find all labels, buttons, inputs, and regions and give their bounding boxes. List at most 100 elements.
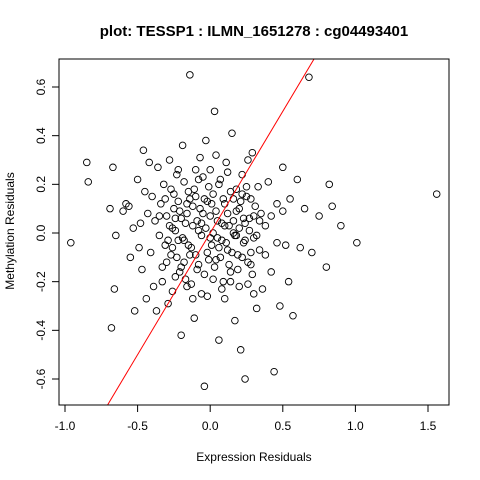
data-point: [164, 299, 172, 308]
data-point: [193, 217, 201, 225]
data-point: [107, 324, 116, 332]
data-point: [242, 183, 251, 191]
data-point: [279, 163, 287, 172]
data-point: [244, 280, 252, 288]
data-point: [164, 236, 172, 245]
data-point: [250, 290, 258, 298]
data-point: [239, 214, 248, 223]
data-point: [202, 224, 210, 232]
data-point: [273, 238, 281, 247]
data-point: [212, 256, 220, 264]
data-point: [220, 221, 229, 230]
data-point: [162, 212, 171, 220]
y-tick-label: 0.2: [34, 176, 48, 193]
data-point: [152, 307, 161, 315]
data-point: [177, 214, 185, 223]
data-point: [170, 190, 178, 198]
data-point: [255, 246, 264, 254]
data-point: [206, 234, 214, 242]
data-point: [110, 285, 119, 293]
data-point: [432, 190, 441, 198]
y-tick-label: 0.4: [34, 127, 48, 144]
data-point: [210, 107, 219, 116]
data-point: [250, 212, 258, 220]
data-point: [284, 277, 293, 286]
data-point: [187, 280, 196, 288]
data-point: [146, 248, 155, 257]
data-point: [165, 221, 174, 230]
data-point: [216, 253, 225, 262]
data-point: [209, 229, 217, 237]
data-point: [174, 236, 183, 245]
data-point: [168, 243, 177, 252]
data-point: [325, 180, 334, 189]
data-point: [194, 260, 203, 269]
data-point: [177, 331, 185, 339]
data-point: [209, 190, 217, 198]
data-point: [219, 277, 228, 286]
regression-line-group: [106, 59, 315, 405]
data-point: [67, 238, 75, 247]
data-point: [197, 231, 206, 240]
data-point: [170, 204, 178, 213]
data-point: [236, 346, 245, 354]
data-point: [215, 243, 223, 252]
y-axis: -0.6 -0.4 -0.2 0.0 0.2 0.4 0.6: [34, 78, 59, 389]
data-point: [183, 209, 191, 218]
data-point: [204, 256, 213, 264]
data-point: [180, 236, 188, 245]
data-point: [177, 263, 185, 271]
data-point: [252, 304, 261, 313]
data-point: [286, 195, 294, 203]
data-point: [191, 192, 200, 201]
data-point: [180, 258, 188, 266]
data-point: [245, 214, 254, 223]
data-point: [215, 180, 223, 189]
data-point: [232, 207, 241, 215]
x-tick-label: 0.0: [202, 419, 219, 433]
data-point: [267, 212, 275, 220]
data-point: [225, 221, 233, 230]
data-point: [193, 265, 201, 274]
data-point: [281, 241, 290, 249]
data-point: [229, 217, 238, 225]
data-point: [171, 226, 180, 235]
data-point: [252, 231, 261, 240]
data-point: [200, 382, 209, 391]
data-point: [220, 294, 229, 303]
data-point: [206, 165, 214, 174]
data-point: [149, 282, 158, 291]
chart-title: plot: TESSP1 : ILMN_1651278 : cg04493401: [100, 23, 408, 40]
x-tick-label: 1.5: [420, 419, 437, 433]
data-point: [236, 197, 245, 206]
data-point: [112, 231, 120, 240]
data-point: [315, 212, 323, 220]
data-point: [228, 129, 236, 137]
data-point: [216, 175, 225, 184]
data-point: [244, 258, 252, 266]
data-point: [241, 219, 249, 228]
data-point: [258, 285, 267, 293]
data-point: [158, 263, 167, 271]
data-point: [184, 241, 193, 249]
data-point: [231, 316, 239, 325]
data-point: [248, 270, 257, 279]
data-point: [155, 231, 164, 240]
data-point: [270, 367, 278, 376]
data-point: [212, 151, 220, 159]
data-point: [183, 200, 191, 208]
data-point: [84, 178, 92, 186]
data-point: [203, 248, 212, 257]
data-point: [223, 209, 232, 218]
data-point: [261, 251, 270, 259]
y-tick-label: -0.2: [34, 271, 48, 292]
data-point: [161, 195, 169, 203]
data-point: [154, 163, 162, 172]
data-point: [228, 248, 236, 257]
data-point: [328, 202, 336, 210]
data-point: [293, 175, 302, 184]
x-tick-label: 1.0: [347, 419, 364, 433]
data-point: [235, 282, 243, 291]
data-point: [139, 146, 148, 155]
data-point: [200, 195, 209, 203]
